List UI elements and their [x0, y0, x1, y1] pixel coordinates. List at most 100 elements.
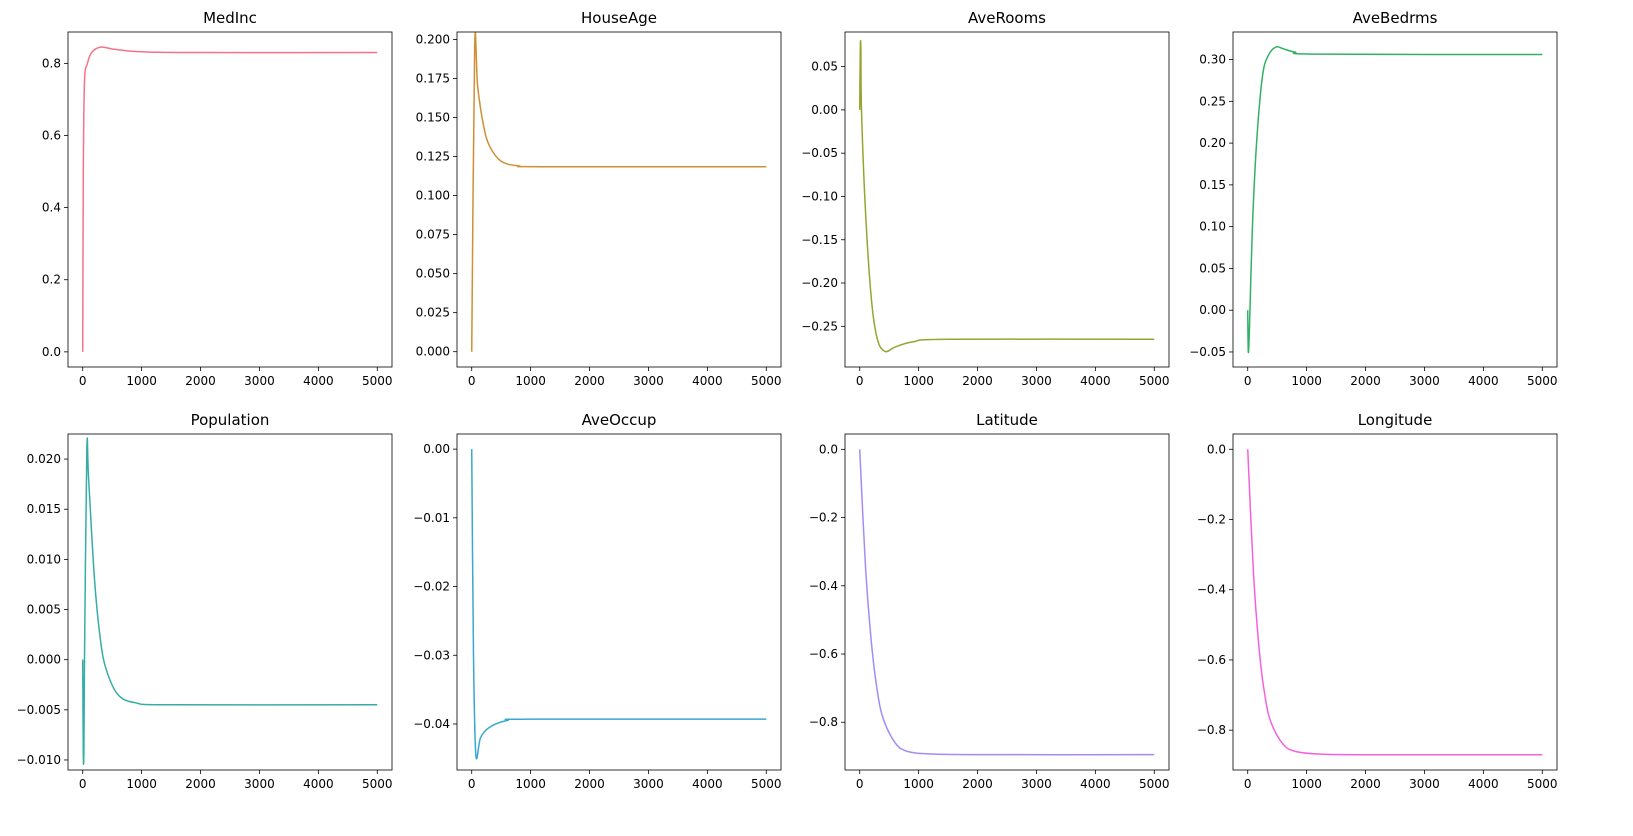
y-tick-label: −0.01 [413, 511, 450, 525]
x-tick-label: 3000 [244, 374, 275, 388]
x-tick-label: 4000 [1468, 777, 1499, 791]
subplot-population: Population 0 1000 2000 3000 4000 5000 −0.010 −0.… [17, 411, 393, 791]
y-tick-label: −0.03 [413, 648, 450, 662]
series-line [858, 40, 1155, 353]
y-tick-label: 0.05 [811, 60, 838, 74]
x-tick-label: 3000 [633, 777, 664, 791]
y-tick-label: −0.8 [1197, 723, 1226, 737]
y-tick-label: −0.02 [413, 580, 450, 594]
y-tick-label: 0.015 [27, 502, 61, 516]
x-tick-label: 3000 [633, 374, 664, 388]
x-tick-label: 1000 [515, 777, 546, 791]
subplot-houseage: HouseAge 0 1000 2000 3000 4000 5000 0.000 0.025 0… [416, 9, 782, 388]
y-tick-label: 0.200 [416, 32, 450, 46]
x-tick-label: 2000 [185, 777, 216, 791]
subplot-title: AveOccup [582, 411, 657, 429]
axes-frame [456, 31, 782, 368]
x-tick-label: 4000 [692, 777, 723, 791]
series-line [470, 32, 767, 352]
y-tick-label: 0.25 [1199, 94, 1226, 108]
y-tick-label: −0.20 [801, 276, 838, 290]
y-tick-label: 0.0 [819, 442, 838, 456]
series-line [858, 449, 1155, 756]
y-tick-label: 0.20 [1199, 136, 1226, 150]
y-tick-label: 0.00 [811, 103, 838, 117]
y-tick-label: −0.2 [1197, 512, 1226, 526]
axes-frame [67, 433, 393, 771]
x-tick-label: 0 [468, 374, 476, 388]
y-tick-label: −0.25 [801, 319, 838, 333]
x-tick-label: 4000 [1080, 374, 1111, 388]
x-tick-label: 2000 [185, 374, 216, 388]
axes-frame [67, 31, 393, 368]
x-tick-label: 3000 [1021, 374, 1052, 388]
y-tick-label: 0.075 [416, 228, 450, 242]
x-tick-label: 4000 [1468, 374, 1499, 388]
axes-frame [1232, 31, 1558, 368]
y-tick-label: 0.100 [416, 189, 450, 203]
x-tick-label: 5000 [362, 374, 393, 388]
subplot-title: AveBedrms [1353, 9, 1438, 27]
y-tick-label: 0.025 [416, 306, 450, 320]
y-tick-label: −0.15 [801, 233, 838, 247]
subplot-avebedrms: AveBedrms 0 1000 2000 3000 4000 5000 −0.05 0.00 0… [1189, 9, 1557, 388]
y-tick-label: −0.05 [1189, 345, 1226, 359]
x-tick-label: 0 [79, 374, 87, 388]
y-tick-label: 0.00 [423, 442, 450, 456]
y-tick-label: 0.0 [42, 345, 61, 359]
subplot-title: Latitude [976, 411, 1038, 429]
series-line [1246, 45, 1543, 354]
x-tick-label: 1000 [903, 374, 934, 388]
x-tick-label: 1000 [1291, 777, 1322, 791]
axes-frame [844, 433, 1170, 771]
y-tick-label: 0.125 [416, 150, 450, 164]
axes-frame [456, 433, 782, 771]
x-tick-label: 2000 [1350, 374, 1381, 388]
y-tick-label: −0.2 [809, 511, 838, 525]
subplot-title: HouseAge [581, 9, 657, 27]
y-tick-label: −0.6 [809, 647, 838, 661]
subplot-latitude: Latitude 0 1000 2000 3000 4000 5000 0.0 −0.2 −0.4… [809, 411, 1170, 791]
y-tick-label: −0.005 [17, 703, 61, 717]
y-tick-label: 0.2 [42, 273, 61, 287]
subplot-longitude: Longitude 0 1000 2000 3000 4000 5000 0.0 −0.2 −0.… [1197, 411, 1558, 791]
x-tick-label: 5000 [362, 777, 393, 791]
y-tick-label: 0.4 [42, 201, 61, 215]
x-tick-label: 1000 [1291, 374, 1322, 388]
x-tick-label: 0 [468, 777, 476, 791]
subplot-title: Population [191, 411, 270, 429]
y-tick-label: 0.020 [27, 452, 61, 466]
x-tick-label: 2000 [574, 777, 605, 791]
x-tick-label: 0 [1244, 374, 1252, 388]
x-tick-label: 5000 [1139, 374, 1170, 388]
x-tick-label: 0 [856, 777, 864, 791]
series-line [81, 437, 378, 765]
x-tick-label: 2000 [1350, 777, 1381, 791]
subplot-medinc: MedInc 0 1000 2000 3000 4000 5000 0.0 0.2 0.4 0.6 0… [42, 9, 393, 388]
x-tick-label: 4000 [303, 374, 334, 388]
axes-frame [1232, 433, 1558, 771]
y-tick-label: 0.8 [42, 56, 61, 70]
x-tick-label: 1000 [903, 777, 934, 791]
x-tick-label: 5000 [1527, 777, 1558, 791]
y-tick-label: 0.15 [1199, 178, 1226, 192]
y-tick-label: 0.10 [1199, 220, 1226, 234]
y-tick-label: 0.30 [1199, 53, 1226, 67]
subplot-title: MedInc [203, 9, 257, 27]
x-tick-label: 4000 [692, 374, 723, 388]
y-tick-label: 0.150 [416, 111, 450, 125]
x-tick-label: 1000 [515, 374, 546, 388]
subplot-averooms: AveRooms 0 1000 2000 3000 4000 5000 0.05 0.00 −0.… [801, 9, 1169, 388]
x-tick-label: 5000 [1139, 777, 1170, 791]
y-tick-label: −0.04 [413, 717, 450, 731]
y-tick-label: 0.0 [1207, 442, 1226, 456]
x-tick-label: 5000 [1527, 374, 1558, 388]
y-tick-label: 0.010 [27, 552, 61, 566]
y-tick-label: 0.175 [416, 72, 450, 86]
x-tick-label: 1000 [126, 374, 157, 388]
y-tick-label: 0.05 [1199, 261, 1226, 275]
y-tick-label: 0.6 [42, 128, 61, 142]
x-tick-label: 3000 [1409, 374, 1440, 388]
y-tick-label: 0.000 [416, 345, 450, 359]
